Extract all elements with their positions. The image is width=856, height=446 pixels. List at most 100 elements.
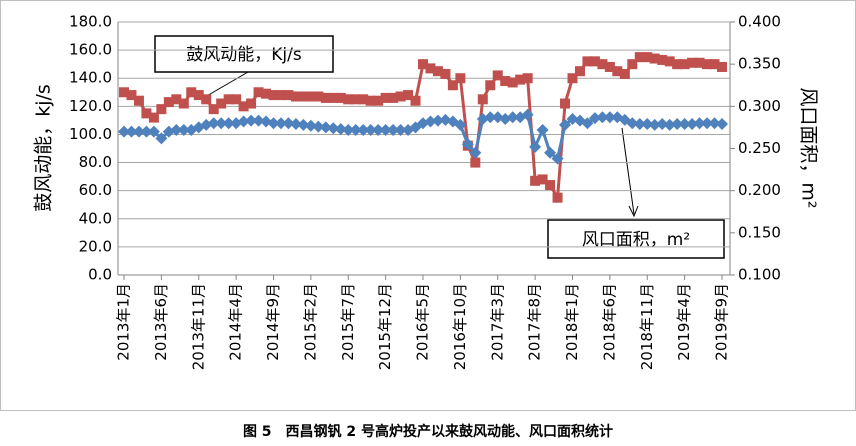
marker — [177, 123, 190, 136]
marker — [237, 115, 250, 128]
marker — [141, 108, 152, 119]
marker — [126, 90, 137, 101]
x-tick-label: 2019年9月 — [713, 283, 731, 361]
marker — [581, 117, 594, 130]
marker — [455, 73, 466, 84]
marker — [454, 118, 467, 131]
caption: 图 5 西昌钢钒 2 号高炉投产以来鼓风动能、风口面积统计 — [243, 423, 613, 440]
marker — [431, 114, 444, 127]
marker — [470, 157, 481, 168]
annotation-arrow-head — [628, 205, 639, 218]
y-axis-title: 鼓风动能，kj/s — [33, 84, 55, 212]
marker — [544, 146, 557, 159]
marker — [694, 57, 705, 68]
marker — [282, 117, 295, 130]
marker — [245, 114, 258, 127]
annotation: 风口面积，m² — [582, 230, 690, 250]
y-tick-label: 180.0 — [69, 13, 112, 31]
marker — [252, 114, 265, 127]
marker — [290, 91, 301, 102]
marker — [358, 94, 369, 105]
marker — [268, 90, 279, 101]
marker — [298, 91, 309, 102]
marker — [656, 118, 669, 131]
marker — [170, 123, 183, 136]
marker — [140, 125, 153, 138]
marker — [589, 56, 600, 67]
marker — [492, 70, 503, 81]
marker — [521, 108, 534, 121]
annotation-box — [547, 219, 725, 259]
x-tick-label: 2016年5月 — [414, 283, 432, 361]
marker — [171, 94, 182, 105]
marker — [357, 123, 370, 136]
marker — [500, 76, 511, 87]
marker — [312, 120, 325, 133]
marker — [619, 69, 630, 80]
marker — [515, 74, 526, 85]
x-tick-label: 2019年4月 — [675, 283, 693, 361]
marker — [687, 57, 698, 68]
marker — [163, 97, 174, 108]
marker — [373, 95, 384, 106]
marker — [148, 112, 159, 123]
marker — [342, 123, 355, 136]
y-tick-label: 140.0 — [69, 69, 112, 87]
marker — [560, 98, 571, 109]
marker — [716, 118, 728, 131]
marker — [365, 95, 376, 106]
marker — [671, 118, 684, 131]
marker — [440, 69, 451, 80]
x-tick-label: 2015年2月 — [301, 283, 319, 361]
marker — [274, 117, 287, 130]
marker — [709, 59, 720, 70]
marker — [327, 122, 340, 135]
marker — [447, 80, 458, 91]
y-tick-label: 20.0 — [79, 237, 112, 255]
y-tick-label: 60.0 — [79, 181, 112, 199]
y-tick-label: 0.0 — [88, 266, 112, 284]
marker — [612, 66, 623, 77]
marker — [469, 146, 482, 159]
y2-tick-label: 0.350 — [738, 55, 781, 73]
marker — [477, 94, 488, 105]
marker — [701, 117, 714, 130]
y-tick-label: 40.0 — [79, 209, 112, 227]
marker — [626, 117, 639, 130]
marker — [693, 117, 706, 130]
marker — [559, 118, 572, 131]
y2-tick-label: 0.300 — [738, 97, 781, 115]
marker — [253, 87, 264, 98]
marker — [261, 88, 272, 99]
marker — [529, 140, 542, 153]
x-tick-label: 2016年10月 — [451, 283, 469, 370]
marker — [147, 125, 160, 138]
x-tick-label: 2018年6月 — [600, 283, 618, 361]
x-tick-label: 2017年3月 — [488, 283, 506, 361]
marker — [484, 111, 497, 124]
marker — [657, 54, 668, 65]
marker — [432, 66, 443, 77]
marker — [155, 132, 168, 145]
marker — [156, 104, 167, 115]
marker — [223, 94, 234, 105]
y-tick-label: 100.0 — [69, 125, 112, 143]
marker — [125, 125, 138, 138]
marker — [641, 118, 654, 131]
marker — [395, 91, 406, 102]
marker — [215, 117, 228, 130]
x-tick-label: 2013年6月 — [152, 283, 170, 361]
marker — [320, 92, 331, 103]
marker — [208, 104, 219, 115]
marker — [388, 92, 399, 103]
y-tick-label: 120.0 — [69, 97, 112, 115]
marker — [238, 101, 249, 112]
marker — [394, 123, 407, 136]
marker — [425, 63, 436, 74]
marker — [537, 174, 548, 185]
marker — [679, 59, 690, 70]
marker — [642, 52, 653, 63]
marker — [410, 95, 421, 106]
x-tick-label: 2018年1月 — [563, 283, 581, 361]
